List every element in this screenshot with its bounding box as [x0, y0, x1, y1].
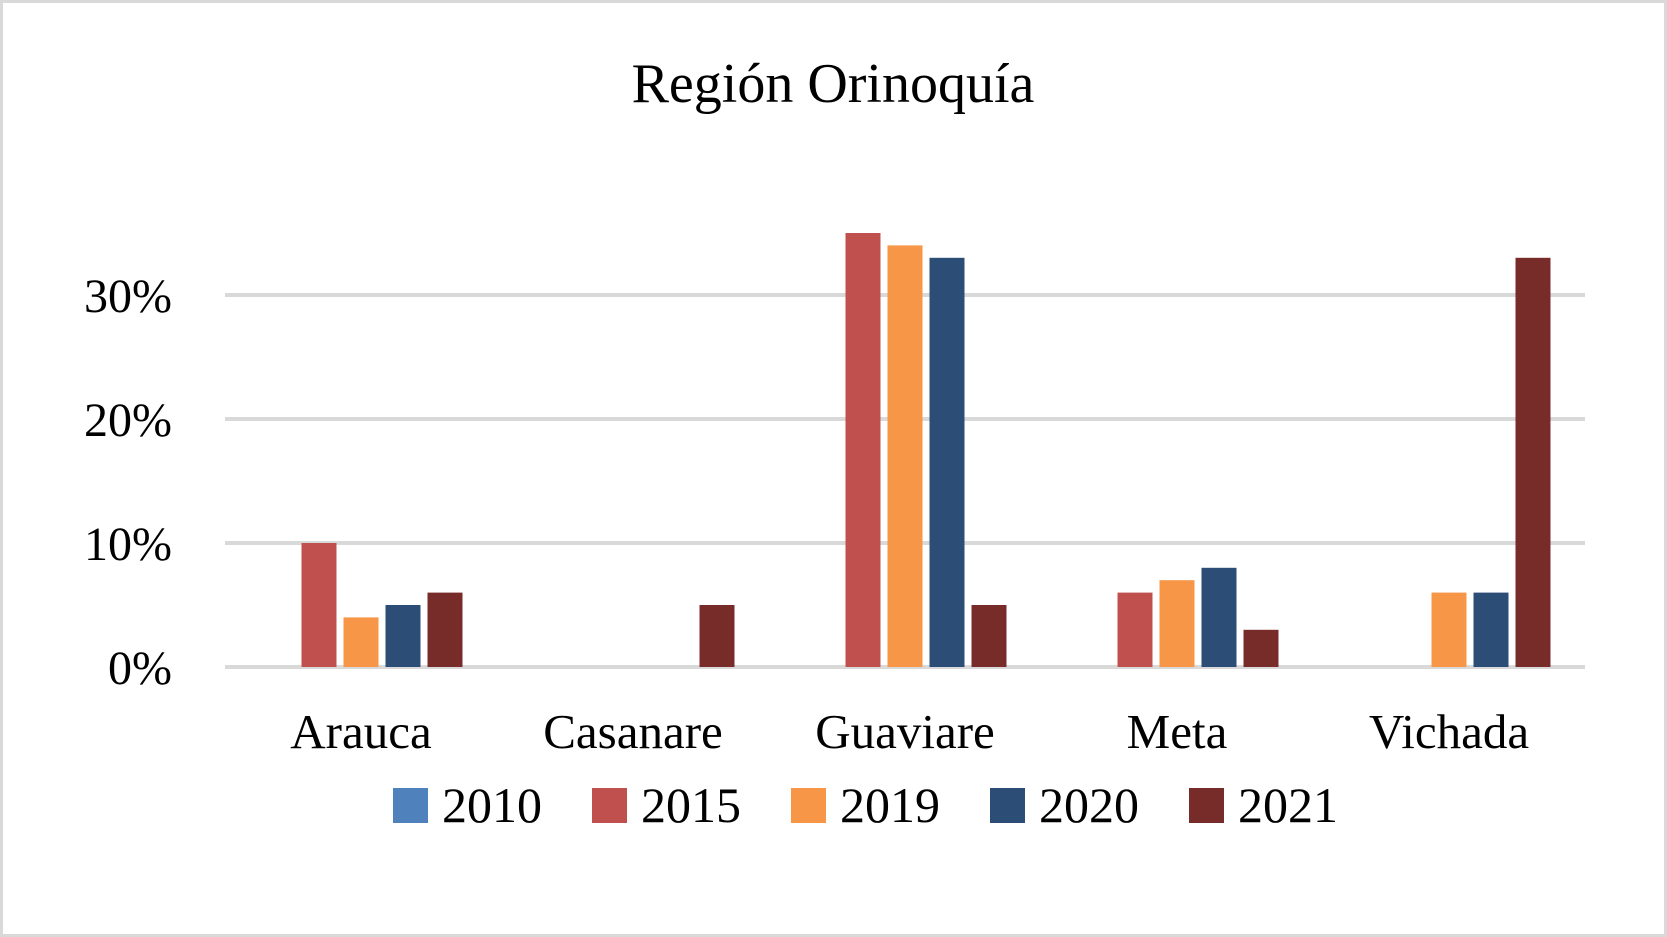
legend: 2010 2015 2019 2020 2021 — [393, 777, 1338, 833]
bar-arauca-2020 — [385, 605, 421, 667]
bars — [301, 233, 1551, 667]
legend-label-2015: 2015 — [641, 777, 741, 833]
bar-guaviare-2021 — [971, 605, 1007, 667]
legend-label-2020: 2020 — [1039, 777, 1139, 833]
legend-swatch-2010 — [393, 788, 428, 823]
bar-guaviare-2020 — [929, 257, 965, 667]
bar-guaviare-2015 — [845, 233, 881, 667]
legend-swatch-2019 — [791, 788, 826, 823]
bar-arauca-2021 — [427, 592, 463, 667]
category-label-meta: Meta — [1127, 704, 1228, 759]
category-label-guaviare: Guaviare — [815, 704, 995, 759]
category-label-casanare: Casanare — [543, 704, 723, 759]
y-axis-ticks: 0% 10% 20% 30% — [84, 270, 172, 695]
bar-meta-2021 — [1243, 629, 1279, 667]
y-tick-label: 10% — [84, 518, 172, 571]
bar-guaviare-2019 — [887, 245, 923, 667]
bar-arauca-2015 — [301, 543, 337, 667]
y-tick-label: 20% — [84, 394, 172, 447]
legend-label-2010: 2010 — [442, 777, 542, 833]
bar-meta-2015 — [1117, 592, 1153, 667]
bar-arauca-2019 — [343, 617, 379, 667]
legend-label-2019: 2019 — [840, 777, 940, 833]
bar-vichada-2021 — [1515, 257, 1551, 667]
bar-meta-2020 — [1201, 567, 1237, 667]
category-label-vichada: Vichada — [1369, 704, 1530, 759]
x-axis-categories: Arauca Casanare Guaviare Meta Vichada — [290, 704, 1529, 759]
chart-title: Región Orinoquía — [632, 53, 1035, 115]
legend-label-2021: 2021 — [1238, 777, 1338, 833]
legend-swatch-2021 — [1189, 788, 1224, 823]
legend-swatch-2015 — [592, 788, 627, 823]
y-tick-label: 30% — [84, 270, 172, 323]
bar-vichada-2020 — [1473, 592, 1509, 667]
y-tick-label: 0% — [108, 642, 172, 695]
category-label-arauca: Arauca — [290, 704, 432, 759]
legend-swatch-2020 — [990, 788, 1025, 823]
bar-vichada-2019 — [1431, 592, 1467, 667]
bar-meta-2019 — [1159, 580, 1195, 667]
bar-casanare-2021 — [699, 605, 735, 667]
